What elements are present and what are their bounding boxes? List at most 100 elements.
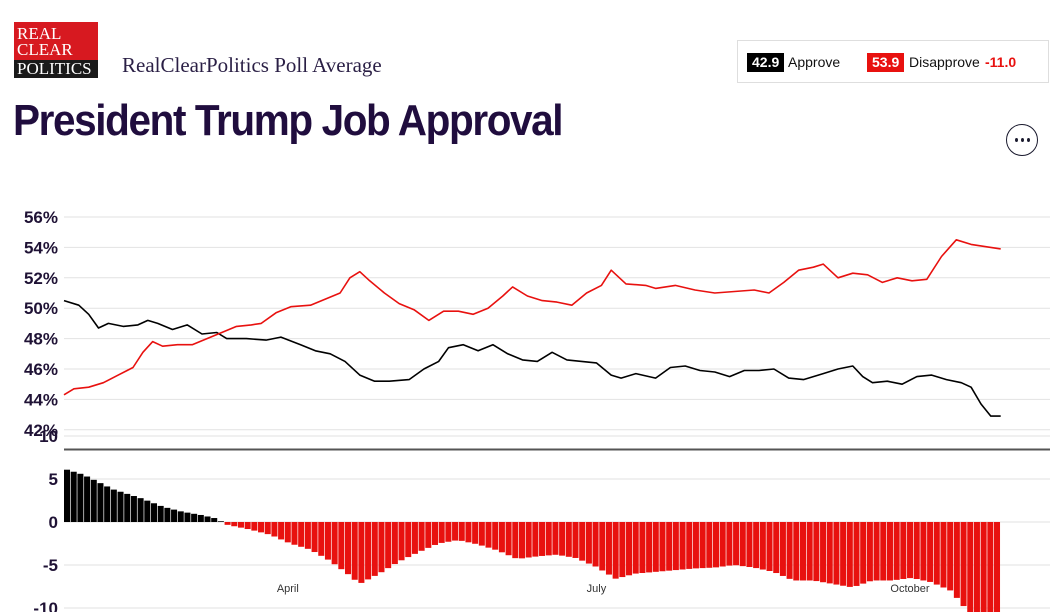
spread-bar [298,522,305,547]
spread-bar [311,522,318,553]
spread-bar [539,522,546,556]
spread-bar [445,522,452,542]
spread-bar [84,476,91,522]
spread-bar [967,522,974,612]
spread-bar [472,522,479,544]
spread-bar [559,522,566,556]
spread-bar [632,522,639,574]
spread-bar [525,522,532,558]
spread-bar [947,522,954,591]
spread-bar [686,522,693,569]
spread-bar [592,522,599,567]
spread-bar [157,505,164,522]
spread-bar [826,522,833,584]
spread-bar [994,522,1001,612]
spread-bar [532,522,539,557]
spread-bar [866,522,873,582]
spread-bar [726,522,733,566]
spread-bar [425,522,432,548]
spread-bar [171,509,178,522]
disapprove-value-badge: 53.9 [867,53,905,72]
spread-bar [706,522,713,568]
spread-bar [719,522,726,567]
logo-line-2: CLEAR [17,40,73,59]
spread-bar [980,522,987,612]
spread-bar [646,522,653,573]
spread-bar [204,516,211,522]
spread-bar [933,522,940,585]
spread-bar [860,522,867,584]
spread-bar [833,522,840,585]
spread-bar [431,522,439,545]
spread-bar [973,522,980,612]
spread-bar [271,522,278,537]
y-tick-label: 54% [24,238,58,257]
spread-bar [358,522,365,583]
spread-bar [150,503,157,522]
spread-bar [465,522,472,543]
spread-bar [759,522,766,570]
series-line-approve [63,299,1001,417]
x-tick-label: October [890,583,929,595]
series-line-disapprove [63,239,1001,396]
spread-bar [217,521,224,522]
spread-bar [987,522,994,612]
spread-bar [953,522,960,598]
spread-bar [779,522,786,576]
spread-bar [907,522,914,579]
spread-bar [806,522,813,581]
spread-tick-label: -10 [33,599,58,612]
spread-bar [518,522,525,559]
spread-bar [626,522,633,576]
spread-bar [77,473,84,522]
y-tick-label: 46% [24,360,58,379]
spread-bar [679,522,686,570]
logo-line-1: REAL [17,24,62,43]
spread-bar [773,522,780,574]
spread-bar [565,522,572,557]
spread-bar [237,522,244,528]
spread-bar [338,522,345,570]
spread-bar [927,522,934,582]
spread-bar [873,522,880,581]
spread-bar [184,512,191,522]
spread-bar [231,522,238,527]
disapprove-label: Disapprove [909,54,980,70]
spread-bar [619,522,626,578]
y-tick-label: 50% [24,299,58,318]
rcp-logo[interactable]: REAL CLEAR POLITICS [14,22,98,78]
spread-bar [284,522,291,543]
spread-bar [391,522,398,565]
spread-bar [960,522,967,607]
spread-bar [820,522,827,583]
spread-bar [177,511,184,522]
spread-bar [385,522,392,569]
spread-bar [117,491,124,522]
spread-bar [666,522,673,571]
spread-bar [913,522,920,580]
spread-bar [505,522,512,556]
summary-box: 42.9 Approve 53.9 Disapprove -11.0 [737,40,1049,83]
spread-bar [90,479,97,522]
spread-bar [699,522,706,569]
spread-tick-label: 10 [39,427,58,446]
spread-bar [418,522,425,551]
more-options-button[interactable] [1006,124,1038,156]
spread-bar [110,489,117,522]
spread-bar [264,522,271,535]
spread-bar [278,522,285,540]
spread-bar [692,522,699,569]
spread-bar [398,522,405,561]
y-tick-label: 44% [24,390,58,409]
page-title: President Trump Job Approval [13,96,564,145]
spread-tick-label: 5 [49,470,58,489]
spread-bar [324,522,331,560]
y-tick-label: 52% [24,269,58,288]
spread-bar [371,522,378,576]
spread-bar [612,522,619,579]
more-dots-icon [1014,138,1018,142]
spread-bar [579,522,586,561]
spread-bar [713,522,720,568]
spread-bar [853,522,860,586]
spread-bar [599,522,606,571]
